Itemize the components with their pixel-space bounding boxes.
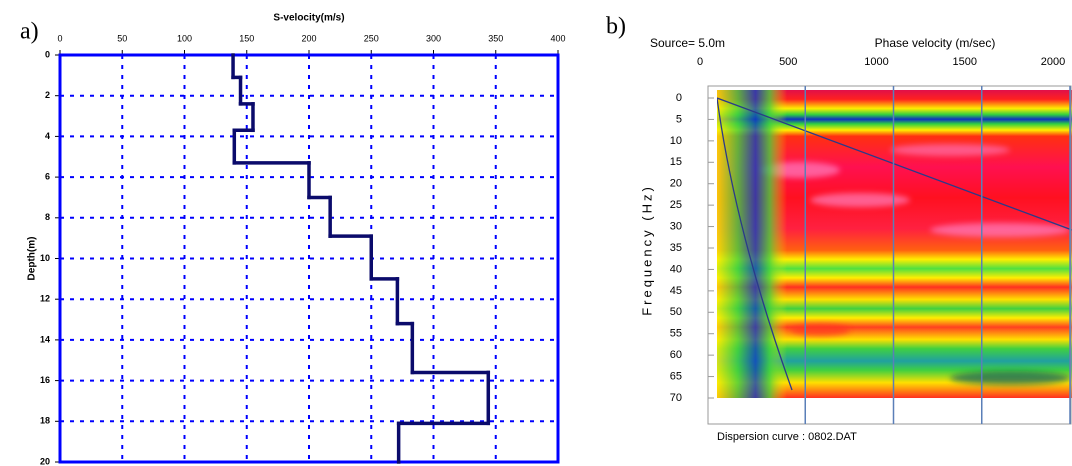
x-axis-title: S-velocity(m/s) [273,13,344,24]
y-tick-label: 10 [670,135,682,147]
x-tick-label: 300 [426,33,441,43]
y-tick-label: 55 [670,328,682,340]
image-frame [707,85,1072,425]
dispersion-image [717,90,1072,398]
y-tick-label: 15 [670,156,682,168]
y-tick-label: 35 [670,242,682,254]
y-tick-label: 0 [45,49,50,59]
y-tick-label: 5 [676,113,682,125]
y-tick-label: 0 [676,92,682,104]
x-tick-label: 0 [57,33,62,43]
x-axis-title: Phase velocity (m/sec) [875,36,996,50]
x-tick-label: 200 [301,33,316,43]
y-tick-label: 2 [45,90,50,100]
plot-frame [58,53,560,464]
x-tick-label: 2000 [1041,56,1065,68]
y-tick-label: 14 [40,334,50,344]
x-tick-label: 100 [177,33,192,43]
y-tick-label: 45 [670,285,682,297]
x-tick-label: 400 [550,33,565,43]
x-tick-label: 250 [364,33,379,43]
y-tick-label: 20 [670,178,682,190]
y-tick-label: 8 [45,212,50,222]
y-tick-label: 10 [40,253,50,263]
x-tick-label: 350 [488,33,503,43]
y-tick-label: 4 [45,131,50,141]
y-tick-label: 70 [670,392,682,404]
x-tick-label: 50 [117,33,127,43]
y-tick-label: 12 [40,294,50,304]
y-axis-title: Frequency (Hz) [639,184,654,316]
y-tick-label: 6 [45,171,50,181]
annotation: Source= 5.0m [650,36,725,50]
x-tick-label: 500 [779,56,797,68]
y-axis-title: Depth(m) [27,237,38,281]
y-tick-label: 60 [670,349,682,361]
y-tick-label: 20 [40,456,50,466]
x-tick-label: 1500 [953,56,977,68]
y-tick-label: 40 [670,263,682,275]
footer: Dispersion curve : 0802.DAT [717,431,857,443]
y-tick-label: 50 [670,306,682,318]
y-tick-label: 65 [670,370,682,382]
x-tick-label: 150 [239,33,254,43]
y-tick-label: 16 [40,375,50,385]
x-tick-label: 1000 [864,56,888,68]
y-tick-label: 30 [670,220,682,232]
panel-label: a) [20,19,39,45]
panel-label: b) [606,14,626,40]
y-tick-label: 25 [670,199,682,211]
y-tick-label: 18 [40,416,50,426]
x-tick-label: 0 [697,56,703,68]
